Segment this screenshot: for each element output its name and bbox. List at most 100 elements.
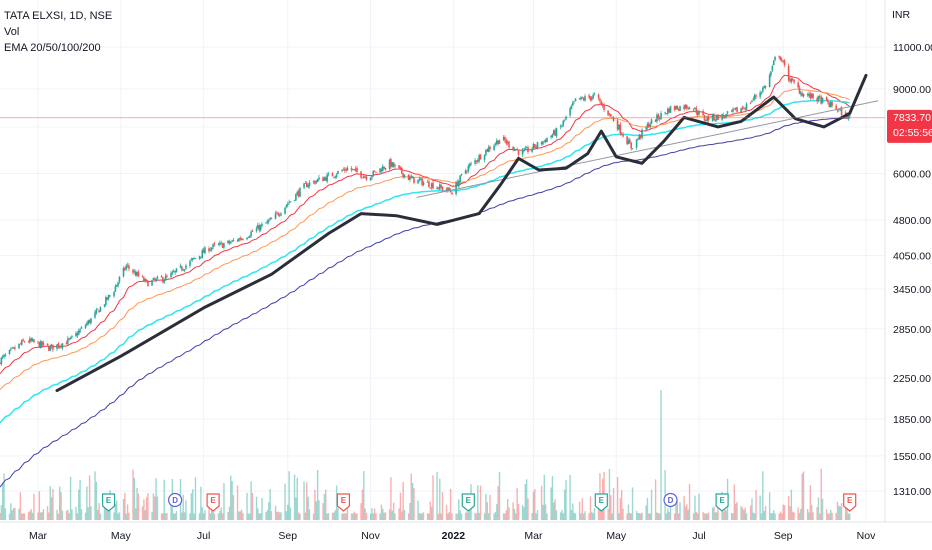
candle-body <box>42 342 45 345</box>
candle-body <box>648 123 650 128</box>
candle-body <box>627 139 630 145</box>
candle-body <box>250 231 252 236</box>
earnings-marker[interactable]: E <box>843 493 857 512</box>
candle-body <box>809 93 812 99</box>
candle-body <box>658 118 661 120</box>
earnings-marker[interactable]: E <box>101 493 116 512</box>
volume-bar <box>440 513 442 520</box>
pattern-curve[interactable] <box>55 73 868 393</box>
volume-bar <box>18 508 20 520</box>
candle-body <box>411 176 414 179</box>
volume-bar <box>277 511 279 520</box>
candle-body <box>96 308 99 310</box>
volume-bar <box>98 502 100 520</box>
candle-body <box>466 171 468 173</box>
candle-body <box>103 304 106 307</box>
candle-body <box>555 128 558 137</box>
price-tick-label: 4050.00 <box>893 250 931 262</box>
candle-body <box>797 82 799 88</box>
price-tick-label: 1850.00 <box>893 414 931 426</box>
earnings-marker[interactable]: E <box>206 493 220 512</box>
candle-body <box>52 344 54 350</box>
volume-bar <box>202 513 205 520</box>
candle-body <box>19 343 22 345</box>
candle-body <box>362 176 365 179</box>
volume-bar <box>600 511 603 520</box>
volume-legend[interactable]: Vol <box>4 26 20 38</box>
candle-body <box>126 264 129 266</box>
price-tick-label: 1310.00 <box>893 486 931 498</box>
volume-bar <box>722 511 725 520</box>
volume-bar <box>337 508 339 520</box>
volume-bar <box>198 513 201 520</box>
volume-bar <box>144 509 146 520</box>
volume-bar <box>213 513 216 520</box>
candle-body <box>296 191 299 195</box>
candle-body <box>342 169 345 171</box>
volume-bar <box>399 492 402 520</box>
earnings-marker[interactable]: E <box>336 493 351 512</box>
volume-bar <box>97 509 99 520</box>
earnings-marker[interactable]: E <box>461 493 475 512</box>
candle-body <box>553 130 555 135</box>
trend-line[interactable] <box>416 100 879 198</box>
volume-bar <box>258 513 260 520</box>
volume-bar <box>27 512 30 520</box>
candle-body <box>153 278 156 280</box>
ema-legend[interactable]: EMA 20/50/100/200 <box>4 42 101 54</box>
candle-body <box>572 102 574 106</box>
candle-body <box>77 330 80 335</box>
candle-body <box>667 108 669 114</box>
earnings-marker[interactable]: E <box>594 493 608 512</box>
candle-body <box>763 86 765 89</box>
dividend-marker[interactable]: D <box>167 492 183 508</box>
time-axis[interactable]: Mar May Jul Sep Nov 2022 Mar May Jul Sep Nov <box>29 530 876 542</box>
volume-bar <box>684 506 687 520</box>
symbol-title[interactable]: TATA ELXSI, 1D, NSE <box>4 10 113 22</box>
candle-body <box>495 140 498 145</box>
candle-body <box>687 108 689 110</box>
volume-bar <box>791 511 794 520</box>
drawings[interactable] <box>55 73 879 393</box>
current-price-tag <box>887 109 932 143</box>
volume-bar <box>498 471 501 520</box>
earnings-marker[interactable]: E <box>715 493 729 512</box>
svg-text:E: E <box>106 496 112 505</box>
volume-bar <box>711 507 714 520</box>
time-tick-label: Sep <box>774 530 793 542</box>
svg-text:E: E <box>847 496 853 505</box>
candle-body <box>247 237 250 238</box>
dividend-marker[interactable]: D <box>663 492 678 508</box>
price-axis[interactable]: 11000.009000.007500.006000.004800.004050… <box>893 42 932 498</box>
volume-bar <box>80 509 83 520</box>
candle-body <box>707 117 710 121</box>
candle-body <box>451 192 453 195</box>
candle-body <box>514 149 517 151</box>
chart-legend: TATA ELXSI, 1D, NSE Vol EMA 20/50/100/20… <box>4 8 112 56</box>
candle-body <box>39 341 42 349</box>
candle-body <box>554 130 556 136</box>
volume-bar <box>517 504 520 520</box>
candle-body <box>384 168 387 170</box>
candle-body <box>107 294 110 299</box>
volume-bar <box>789 506 791 520</box>
candle-body <box>760 92 763 94</box>
time-tick-label: 2022 <box>442 530 466 542</box>
candle-body <box>213 243 216 245</box>
candle-body <box>686 105 688 109</box>
candle-body <box>278 215 281 216</box>
candle-body <box>125 265 128 270</box>
candle-body <box>798 87 801 94</box>
candle-body <box>772 60 775 66</box>
candle-body <box>14 347 16 350</box>
candle-body <box>759 92 761 97</box>
candle-body <box>239 238 242 240</box>
candle-body <box>220 242 223 244</box>
volume-bar <box>361 489 364 520</box>
candle-body <box>164 275 167 281</box>
volume-bar <box>774 513 776 520</box>
volume-bar <box>255 496 258 520</box>
ema-200-line <box>0 117 850 488</box>
